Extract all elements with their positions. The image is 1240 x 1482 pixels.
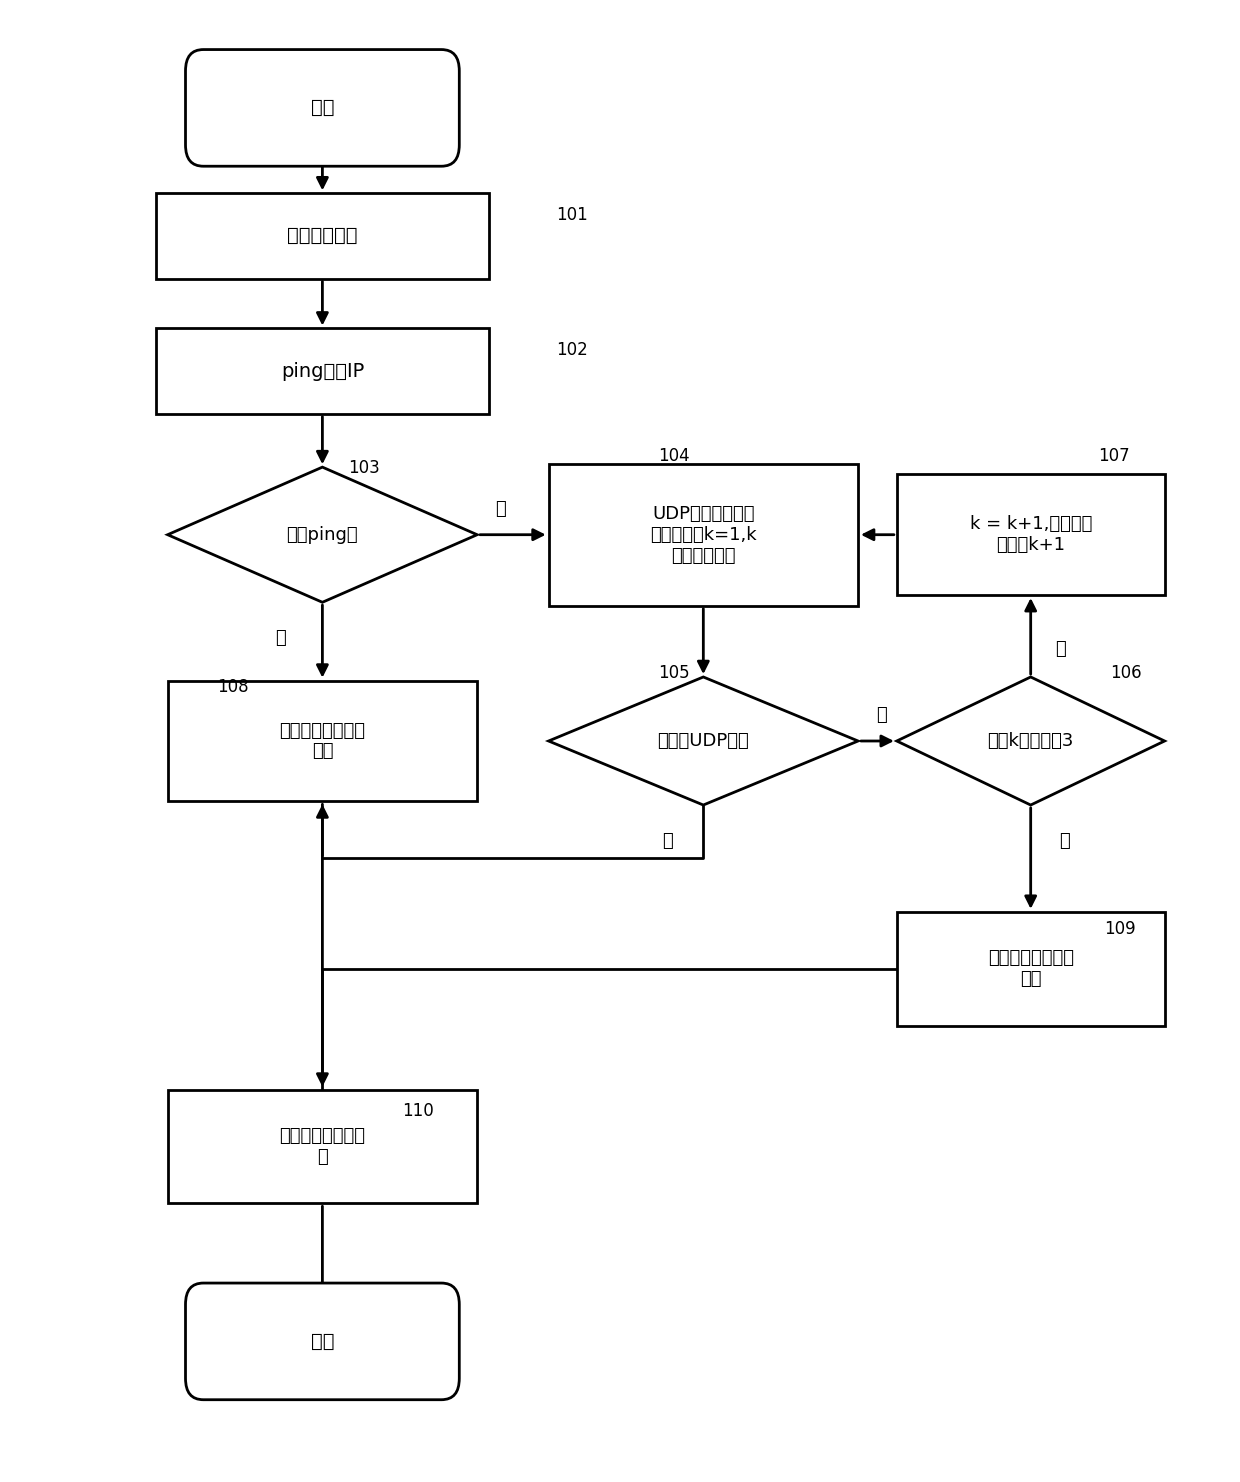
Text: 获取设备时延和丢
包率: 获取设备时延和丢 包率 bbox=[279, 722, 366, 760]
Bar bbox=[897, 474, 1164, 596]
Text: 否: 否 bbox=[1055, 640, 1066, 658]
Bar bbox=[897, 911, 1164, 1026]
Text: k = k+1,设置探测
次数为k+1: k = k+1,设置探测 次数为k+1 bbox=[970, 516, 1092, 554]
Text: 101: 101 bbox=[557, 206, 588, 224]
Text: 是: 是 bbox=[275, 628, 286, 646]
Bar bbox=[167, 680, 477, 802]
Text: UDP探测目标设备
活性（设置k=1,k
为探测次数）: UDP探测目标设备 活性（设置k=1,k 为探测次数） bbox=[650, 505, 756, 565]
Text: 判断k是否大于3: 判断k是否大于3 bbox=[987, 732, 1074, 750]
Bar bbox=[156, 329, 489, 413]
Polygon shape bbox=[167, 467, 477, 602]
FancyBboxPatch shape bbox=[186, 49, 459, 166]
Text: 104: 104 bbox=[657, 448, 689, 465]
Text: 能否ping通: 能否ping通 bbox=[286, 526, 358, 544]
Text: 是: 是 bbox=[1059, 831, 1069, 849]
Bar bbox=[167, 1089, 477, 1203]
Text: 否: 否 bbox=[877, 707, 888, 725]
Text: 目标设备离线或不
存在: 目标设备离线或不 存在 bbox=[988, 950, 1074, 988]
Text: 否: 否 bbox=[496, 499, 506, 519]
Text: 107: 107 bbox=[1099, 448, 1130, 465]
Text: ping目标IP: ping目标IP bbox=[280, 362, 365, 381]
Text: 105: 105 bbox=[657, 664, 689, 682]
Text: 整理存活设备并存
储: 整理存活设备并存 储 bbox=[279, 1128, 366, 1166]
Text: 106: 106 bbox=[1110, 664, 1142, 682]
FancyBboxPatch shape bbox=[186, 1283, 459, 1399]
Text: 是否有UDP回应: 是否有UDP回应 bbox=[657, 732, 749, 750]
Bar bbox=[156, 193, 489, 279]
Polygon shape bbox=[548, 677, 858, 805]
Text: 109: 109 bbox=[1104, 920, 1136, 938]
Text: 开始: 开始 bbox=[311, 98, 334, 117]
Polygon shape bbox=[897, 677, 1164, 805]
Text: 是: 是 bbox=[662, 831, 673, 849]
Text: 110: 110 bbox=[402, 1103, 434, 1120]
Text: 102: 102 bbox=[557, 341, 588, 359]
Text: 结束: 结束 bbox=[311, 1332, 334, 1352]
Text: 103: 103 bbox=[348, 459, 379, 477]
Text: 108: 108 bbox=[217, 677, 249, 697]
Bar bbox=[548, 464, 858, 606]
Text: 输入检测网断: 输入检测网断 bbox=[288, 227, 357, 246]
